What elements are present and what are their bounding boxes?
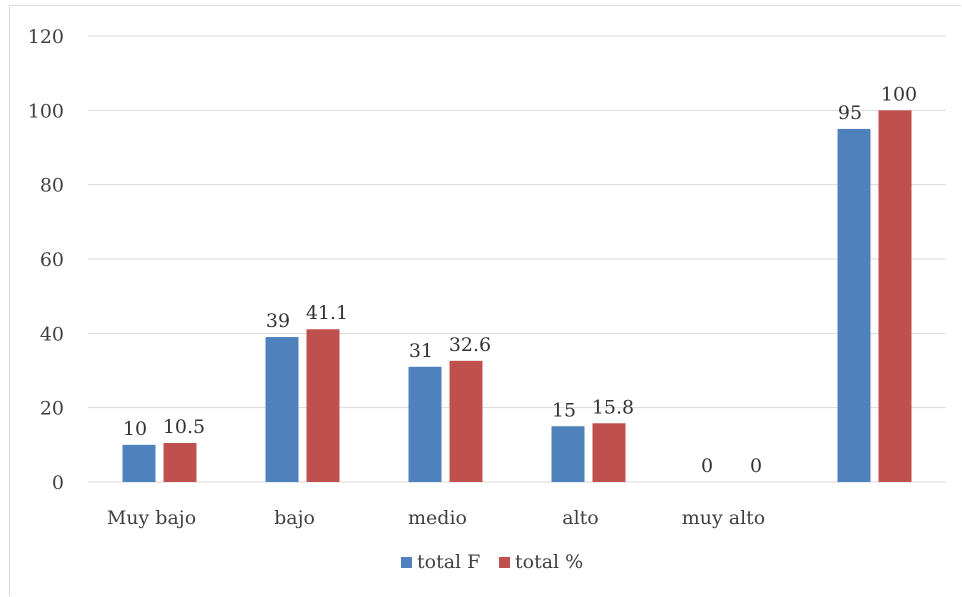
data-label: 100	[881, 83, 917, 105]
y-tick-label: 0	[52, 472, 64, 494]
y-tick-label: 80	[40, 175, 64, 197]
data-labels: 10 10.5 39 41.1 31 32.6 15 15.8 0 0 95 100	[123, 83, 917, 477]
data-label: 0	[701, 455, 713, 477]
legend-label: total %	[515, 551, 583, 573]
legend-swatch	[499, 557, 510, 568]
data-label: 39	[266, 310, 290, 332]
y-tick-label: 20	[40, 398, 64, 420]
data-label: 41.1	[306, 302, 348, 324]
data-label: 10.5	[163, 416, 205, 438]
x-category-label: muy alto	[682, 507, 766, 529]
bar-total-f	[122, 444, 156, 482]
x-category-label: alto	[562, 507, 598, 529]
legend: total F total %	[401, 551, 583, 573]
y-tick-label: 100	[28, 100, 64, 122]
x-category-label: Muy bajo	[107, 507, 196, 529]
bar-total-pct	[449, 360, 483, 482]
y-tick-label: 60	[40, 249, 64, 271]
bar-total-f	[265, 337, 299, 482]
data-label: 10	[123, 418, 147, 440]
bar-total-pct	[163, 442, 197, 482]
bar-total-pct	[878, 110, 912, 482]
chart-frame	[9, 5, 961, 596]
x-axis-categories: Muy bajo bajo medio alto muy alto	[107, 507, 765, 529]
y-axis-ticks: 0 20 40 60 80 100 120	[28, 26, 64, 494]
legend-label: total F	[417, 551, 480, 573]
y-tick-label: 40	[40, 323, 64, 345]
bar-total-pct	[306, 329, 340, 482]
y-tick-label: 120	[28, 26, 64, 48]
bar-total-f	[837, 128, 871, 482]
x-category-label: medio	[408, 507, 467, 529]
x-category-label: bajo	[274, 507, 315, 529]
data-label: 32.6	[449, 334, 491, 356]
bar-total-f	[408, 366, 442, 482]
bar-total-pct	[592, 423, 626, 482]
data-label: 0	[750, 455, 762, 477]
data-label: 31	[409, 340, 433, 362]
data-label: 15.8	[592, 396, 634, 418]
bars	[122, 110, 912, 482]
data-label: 15	[552, 399, 576, 421]
bar-total-f	[551, 426, 585, 482]
legend-swatch	[401, 557, 412, 568]
data-label: 95	[838, 102, 862, 124]
gridlines	[88, 35, 946, 483]
